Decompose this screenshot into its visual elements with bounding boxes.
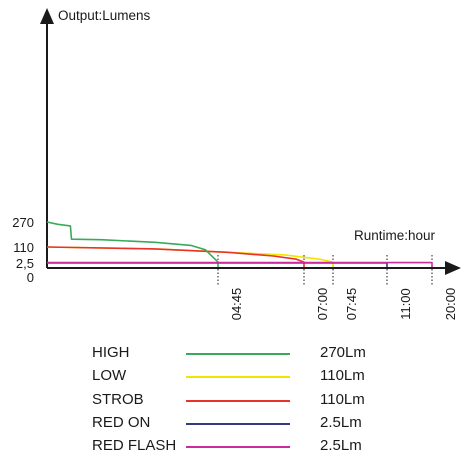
series-line-high — [46, 221, 219, 267]
x-axis-title: Runtime:hour — [354, 228, 436, 243]
y-tick-label: 270 — [12, 215, 34, 230]
x-tick-label: 11:00 — [398, 288, 413, 320]
x-tick-label: 07:45 — [344, 288, 359, 321]
y-tick-label: 0 — [27, 270, 34, 285]
x-tick-label: 04:45 — [229, 288, 244, 321]
y-axis-arrow — [40, 8, 54, 24]
series-line-strob — [46, 246, 305, 267]
y-tick-label: 2,5 — [16, 256, 34, 271]
x-tick-label: 07:00 — [315, 288, 330, 321]
y-axis-title: Output:Lumens — [58, 8, 151, 23]
series-line-red-flash — [47, 261, 433, 267]
x-tick-label: 20:00 — [443, 288, 458, 321]
x-axis-arrow — [445, 261, 461, 275]
y-tick-label: 110 — [13, 240, 34, 255]
series-line-red-on — [47, 262, 388, 267]
